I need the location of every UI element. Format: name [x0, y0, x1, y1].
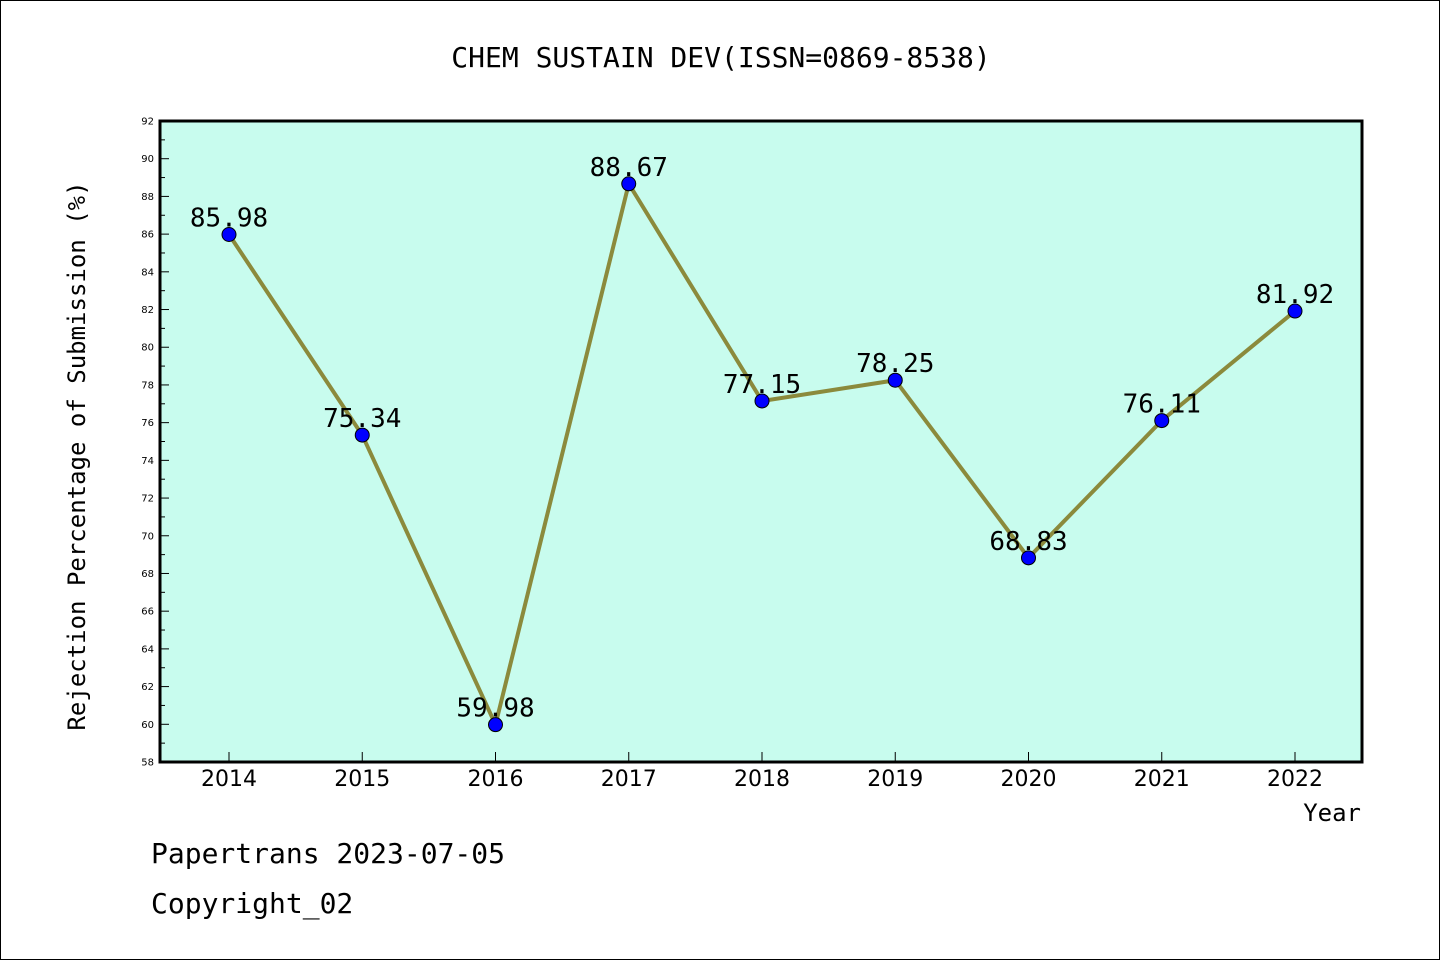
footer-copyright: Copyright_02: [151, 887, 354, 920]
data-label-2014: 85.98: [190, 203, 268, 233]
y-tick-label-92: 92: [141, 117, 154, 128]
y-tick-label-64: 64: [141, 644, 154, 655]
footer-date: Papertrans 2023-07-05: [151, 837, 506, 870]
marker-group: [221, 176, 1303, 733]
y-tick-label-78: 78: [141, 380, 154, 391]
x-tick-label-2015: 2015: [334, 767, 390, 792]
y-tick-label-70: 70: [141, 531, 154, 542]
x-axis-label: Year: [1303, 799, 1361, 827]
data-label-2018: 77.15: [723, 370, 801, 400]
x-tick-label-2020: 2020: [1001, 767, 1057, 792]
x-tick-label-2021: 2021: [1134, 767, 1190, 792]
data-point-2020: [1021, 550, 1036, 566]
y-axis-ticks: 58 60 62 64 66 68 70 72 74 76 78 80 82 84 86 88 90 92: [141, 117, 169, 769]
data-point-2015: [354, 427, 370, 443]
data-label-2022: 81.92: [1256, 280, 1334, 310]
y-tick-label-82: 82: [141, 305, 154, 316]
data-point-2021: [1154, 413, 1170, 429]
y-tick-label-60: 60: [141, 720, 154, 731]
data-point-2019: [887, 372, 903, 388]
data-label-2017: 88.67: [590, 153, 668, 183]
y-tick-label-90: 90: [141, 154, 154, 165]
data-point-2022: [1287, 303, 1303, 319]
chart-title: CHEM SUSTAIN DEV(ISSN=0869-8538): [451, 41, 990, 74]
y-tick-label-58: 58: [141, 758, 154, 769]
y-tick-label-86: 86: [141, 230, 154, 241]
y-tick-label-80: 80: [141, 343, 154, 354]
y-tick-label-72: 72: [141, 494, 154, 505]
data-label-group: 85.98 75.34 59.98 88.67 77.15 78.25 68.83 76.11…: [190, 153, 1334, 724]
data-label-2019: 78.25: [856, 349, 934, 379]
data-point-2018: [754, 393, 770, 409]
data-point-2014: [221, 226, 237, 242]
plot-area: [160, 121, 1362, 762]
y-tick-label-76: 76: [141, 418, 154, 429]
x-tick-label-2014: 2014: [201, 767, 257, 792]
data-point-2017: [621, 176, 637, 192]
data-label-2021: 76.11: [1123, 390, 1201, 420]
y-tick-label-84: 84: [141, 267, 154, 278]
y-tick-label-68: 68: [141, 569, 154, 580]
y-tick-label-66: 66: [141, 607, 154, 618]
x-tick-label-2017: 2017: [601, 767, 657, 792]
data-label-2016: 59.98: [456, 694, 534, 724]
y-tick-label-62: 62: [141, 682, 154, 693]
x-tick-label-2019: 2019: [867, 767, 923, 792]
x-tick-label-2022: 2022: [1267, 767, 1323, 792]
data-point-2016: [488, 717, 503, 733]
data-label-2020: 68.83: [989, 527, 1067, 557]
y-tick-label-88: 88: [141, 192, 154, 203]
plot-border: [158, 119, 1364, 764]
y-axis-label: Rejection Percentage of Submission (%): [63, 181, 91, 730]
x-axis-ticks: 2014 2015 2016 2017 2018 2019 2020 2021 2022: [201, 752, 1323, 792]
x-tick-label-2018: 2018: [734, 767, 790, 792]
data-label-2015: 75.34: [323, 404, 401, 434]
y-tick-label-74: 74: [141, 456, 154, 467]
x-tick-label-2016: 2016: [468, 767, 524, 792]
